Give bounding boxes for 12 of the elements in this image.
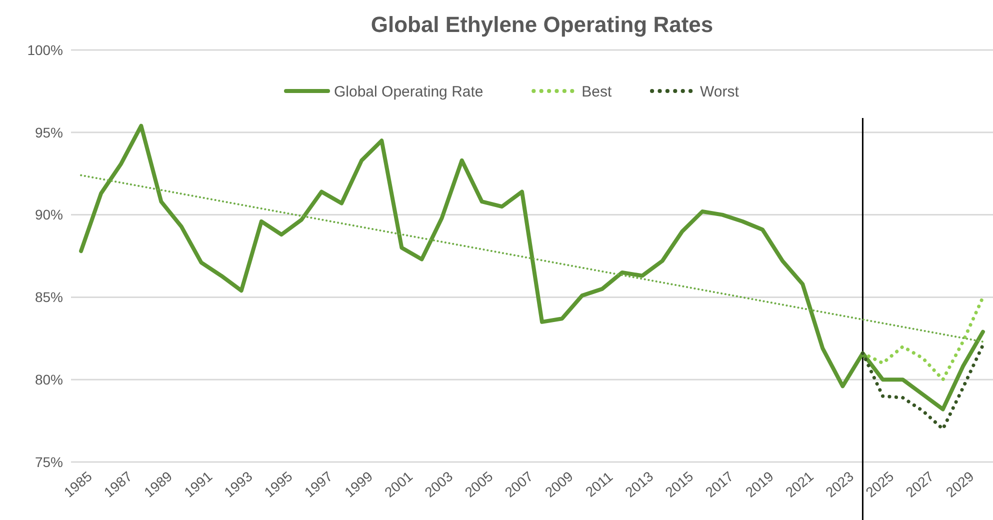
y-tick-label: 80% xyxy=(34,372,63,388)
line-series xyxy=(860,343,985,431)
line-series xyxy=(79,124,985,412)
y-tick-label: 90% xyxy=(34,206,63,223)
y-tick-label: 85% xyxy=(34,289,63,306)
legend-label: Global Operating Rate xyxy=(334,83,484,100)
y-tick-label: 75% xyxy=(34,454,63,470)
legend-label: Best xyxy=(582,83,612,100)
y-tick-label: 100% xyxy=(27,42,63,58)
legend-label: Worst xyxy=(700,83,740,100)
chart-title: Global Ethylene Operating Rates xyxy=(370,12,714,37)
y-tick-label: 95% xyxy=(34,124,63,140)
